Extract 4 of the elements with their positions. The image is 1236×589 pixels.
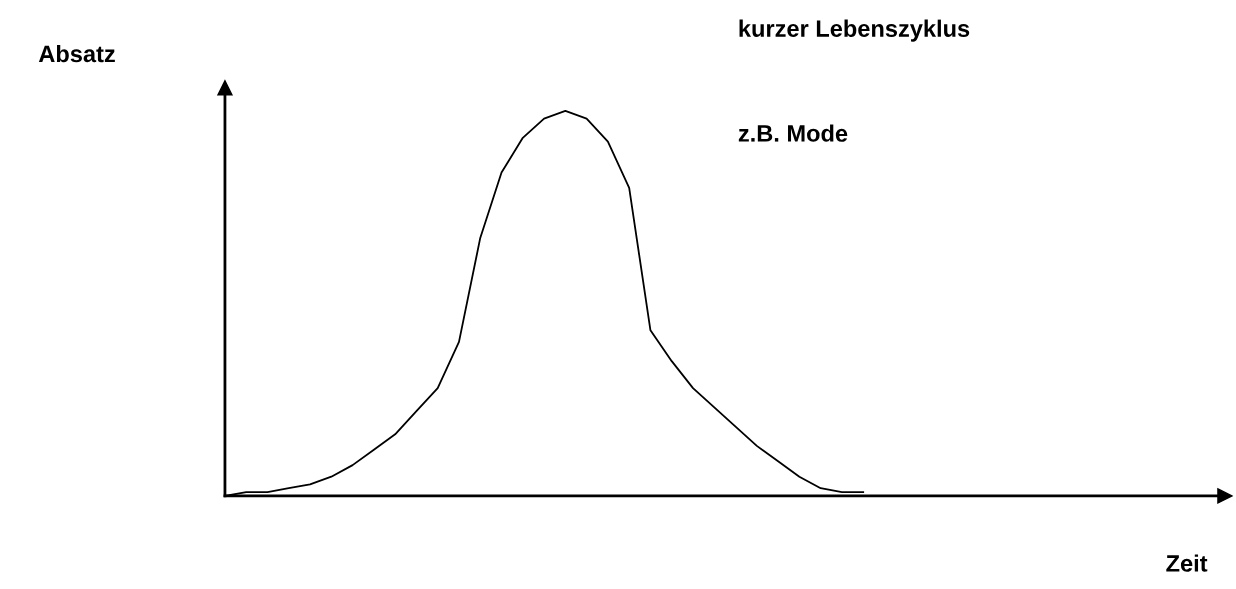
text: kurzer Lebenszyklus — [739, 19, 970, 42]
annotation: z.B. Mode — [738, 124, 848, 142]
text: Zeit — [1166, 554, 1208, 572]
text: Absatz — [38, 44, 115, 63]
